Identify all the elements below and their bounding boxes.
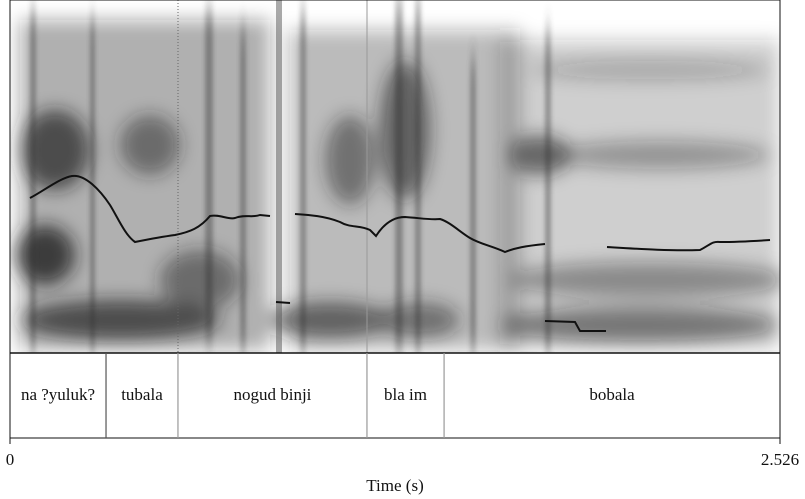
x-tick-label: 2.526	[761, 450, 799, 469]
interval-label: bla im	[384, 385, 427, 404]
interval-label: nogud binji	[233, 385, 311, 404]
tier-frame	[9, 352, 781, 439]
pitch-track	[29, 174, 771, 332]
interval-label: na ?yuluk?	[21, 385, 95, 404]
interval-label: bobala	[589, 385, 635, 404]
interval-label: tubala	[121, 385, 163, 404]
x-tick-label: 0	[6, 450, 15, 469]
x-axis-label: Time (s)	[366, 476, 423, 495]
spectrogram	[15, 0, 780, 353]
